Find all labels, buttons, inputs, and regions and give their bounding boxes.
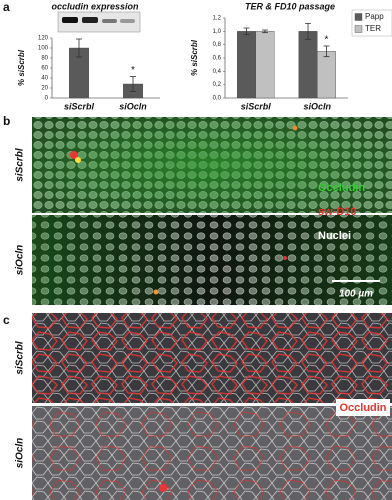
scale-label: 100 µm bbox=[339, 289, 373, 300]
y-tick-label: 120 bbox=[38, 36, 49, 42]
row-label: siScrbl bbox=[15, 341, 26, 375]
x-tick-label: siScrbl bbox=[64, 101, 95, 111]
y-tick-label: 0,2 bbox=[213, 82, 222, 88]
western-blot bbox=[57, 11, 141, 33]
error-bar bbox=[130, 76, 136, 92]
y-axis-label: % siScrbl bbox=[190, 39, 199, 76]
row-label: siOcln bbox=[15, 245, 26, 276]
y-tick-label: 0 bbox=[45, 96, 49, 102]
x-tick-label: siScrbl bbox=[241, 101, 272, 111]
error-bar bbox=[76, 38, 82, 58]
legend-label: TER bbox=[365, 24, 381, 33]
bar bbox=[317, 51, 336, 99]
legend-label: Papp bbox=[365, 12, 384, 21]
bar bbox=[255, 31, 275, 99]
bar bbox=[298, 31, 318, 99]
y-tick-label: 80 bbox=[41, 56, 48, 62]
annotation: * bbox=[131, 65, 135, 76]
channel-label: Nuclei bbox=[318, 230, 351, 242]
micrograph bbox=[32, 117, 392, 213]
panel-label: b bbox=[3, 114, 10, 128]
y-tick-label: 40 bbox=[41, 76, 48, 82]
panel-label: a bbox=[3, 0, 10, 14]
y-tick-label: 0,8 bbox=[213, 42, 222, 48]
y-tick-label: 100 bbox=[38, 46, 49, 52]
label-box bbox=[336, 399, 390, 416]
x-tick-label: siOcln bbox=[303, 101, 331, 111]
row-label: siOcln bbox=[15, 438, 26, 469]
error-bar bbox=[323, 45, 330, 58]
y-tick-label: 1,0 bbox=[213, 29, 222, 35]
chart-title: TER & FD10 passage bbox=[245, 1, 335, 11]
chart-title: occludin expression bbox=[51, 1, 139, 11]
error-bar bbox=[261, 29, 268, 34]
y-tick-label: 0,0 bbox=[213, 96, 222, 102]
error-bar bbox=[243, 27, 250, 36]
channel-label: sw-D10 bbox=[318, 206, 357, 218]
micrograph bbox=[32, 313, 392, 403]
channel-label: Occludin bbox=[318, 182, 365, 194]
annotation: * bbox=[325, 35, 329, 46]
micrograph bbox=[32, 406, 392, 500]
error-bar bbox=[305, 22, 312, 40]
y-tick-label: 60 bbox=[41, 66, 48, 72]
bar bbox=[237, 31, 256, 99]
y-tick-label: 0,6 bbox=[213, 56, 222, 62]
y-tick-label: 1,2 bbox=[213, 16, 222, 22]
x-tick-label: siOcln bbox=[119, 101, 147, 111]
channel-label: Occludin bbox=[339, 402, 386, 414]
y-tick-label: 0,4 bbox=[213, 69, 222, 75]
legend-swatch bbox=[354, 25, 363, 33]
panel-label: c bbox=[3, 313, 10, 327]
y-tick-label: 20 bbox=[41, 86, 48, 92]
legend-swatch bbox=[354, 13, 363, 21]
y-axis-label: % siScrbl bbox=[17, 49, 26, 86]
micrograph bbox=[32, 215, 392, 305]
row-label: siScrbl bbox=[15, 148, 26, 182]
